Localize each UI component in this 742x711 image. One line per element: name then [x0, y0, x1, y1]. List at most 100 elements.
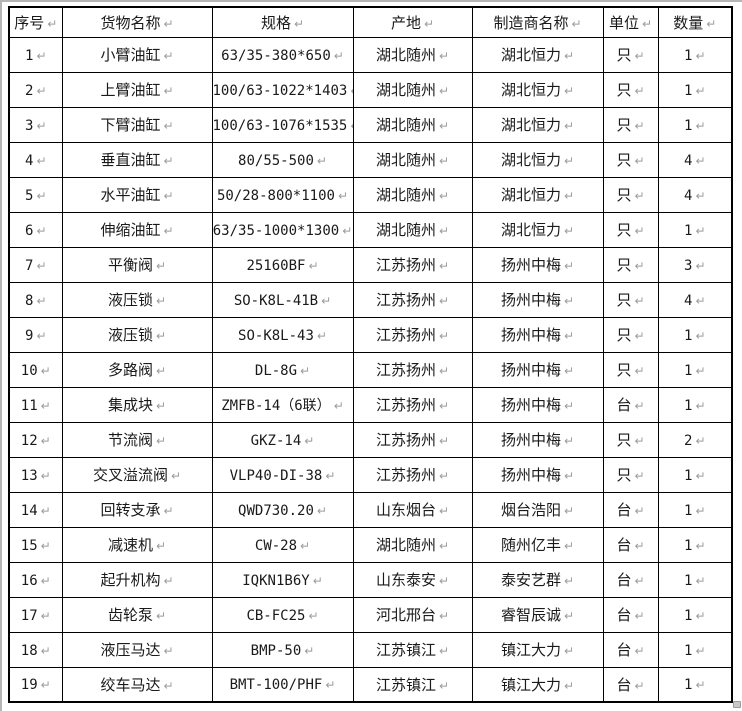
cell-qty[interactable]: 1 ↵: [657, 71, 733, 108]
cell-maker[interactable]: 扬州中梅 ↵: [471, 456, 604, 493]
cell-qty[interactable]: 1 ↵: [657, 211, 733, 248]
cell-unit[interactable]: 只 ↵: [602, 106, 659, 143]
cell-unit[interactable]: 只 ↵: [602, 421, 659, 458]
cell-unit[interactable]: 台 ↵: [602, 666, 659, 703]
cell-name[interactable]: 液压锁 ↵: [61, 316, 213, 353]
cell-origin[interactable]: 湖北随州 ↵: [352, 36, 473, 73]
cell-maker[interactable]: 湖北恒力 ↵: [471, 106, 604, 143]
cell-unit[interactable]: 只 ↵: [602, 456, 659, 493]
cell-qty[interactable]: 1 ↵: [657, 491, 733, 528]
cell-qty[interactable]: 4 ↵: [657, 176, 733, 213]
cell-name[interactable]: 水平油缸 ↵: [61, 176, 213, 213]
header-cell-unit[interactable]: 单位 ↵: [602, 6, 659, 38]
cell-no[interactable]: 10 ↵: [8, 351, 63, 388]
cell-no[interactable]: 8 ↵: [8, 281, 63, 318]
cell-name[interactable]: 多路阀 ↵: [61, 351, 213, 388]
cell-maker[interactable]: 湖北恒力 ↵: [471, 176, 604, 213]
cell-maker[interactable]: 扬州中梅 ↵: [471, 246, 604, 283]
cell-origin[interactable]: 湖北随州 ↵: [352, 106, 473, 143]
cell-maker[interactable]: 睿智辰诚 ↵: [471, 596, 604, 633]
cell-qty[interactable]: 4 ↵: [657, 141, 733, 178]
cell-origin[interactable]: 江苏扬州 ↵: [352, 421, 473, 458]
cell-qty[interactable]: 1 ↵: [657, 316, 733, 353]
cell-spec[interactable]: IQKN1B6Y ↵: [211, 561, 354, 598]
header-cell-no[interactable]: 序号 ↵: [8, 6, 63, 38]
cell-unit[interactable]: 只 ↵: [602, 36, 659, 73]
cell-name[interactable]: 下臂油缸 ↵: [61, 106, 213, 143]
cell-no[interactable]: 5 ↵: [8, 176, 63, 213]
cell-name[interactable]: 上臂油缸 ↵: [61, 71, 213, 108]
cell-no[interactable]: 3 ↵: [8, 106, 63, 143]
cell-origin[interactable]: 江苏扬州 ↵: [352, 246, 473, 283]
cell-origin[interactable]: 河北邢台 ↵: [352, 596, 473, 633]
cell-spec[interactable]: VLP40-DI-38 ↵: [211, 456, 354, 493]
cell-no[interactable]: 15 ↵: [8, 526, 63, 563]
cell-origin[interactable]: 湖北随州 ↵: [352, 141, 473, 178]
cell-spec[interactable]: CW-28 ↵: [211, 526, 354, 563]
cell-unit[interactable]: 只 ↵: [602, 71, 659, 108]
cell-spec[interactable]: 63/35-380*650 ↵: [211, 36, 354, 73]
cell-no[interactable]: 6 ↵: [8, 211, 63, 248]
cell-unit[interactable]: 只 ↵: [602, 316, 659, 353]
cell-maker[interactable]: 镇江大力 ↵: [471, 666, 604, 703]
cell-unit[interactable]: 只 ↵: [602, 211, 659, 248]
cell-no[interactable]: 11 ↵: [8, 386, 63, 423]
cell-qty[interactable]: 4 ↵: [657, 281, 733, 318]
cell-qty[interactable]: 1 ↵: [657, 386, 733, 423]
cell-spec[interactable]: 25160BF ↵: [211, 246, 354, 283]
cell-qty[interactable]: 1 ↵: [657, 106, 733, 143]
cell-origin[interactable]: 湖北随州 ↵: [352, 176, 473, 213]
cell-spec[interactable]: BMP-50 ↵: [211, 631, 354, 668]
cell-unit[interactable]: 只 ↵: [602, 281, 659, 318]
cell-qty[interactable]: 1 ↵: [657, 561, 733, 598]
cell-unit[interactable]: 只 ↵: [602, 176, 659, 213]
header-cell-name[interactable]: 货物名称 ↵: [61, 6, 213, 38]
cell-name[interactable]: 回转支承 ↵: [61, 491, 213, 528]
cell-origin[interactable]: 江苏镇江 ↵: [352, 631, 473, 668]
cell-no[interactable]: 4 ↵: [8, 141, 63, 178]
header-cell-spec[interactable]: 规格 ↵: [211, 6, 354, 38]
cell-origin[interactable]: 江苏扬州 ↵: [352, 316, 473, 353]
cell-unit[interactable]: 只 ↵: [602, 351, 659, 388]
cell-spec[interactable]: 100/63-1076*1535↵: [211, 106, 354, 143]
cell-maker[interactable]: 镇江大力 ↵: [471, 631, 604, 668]
cell-name[interactable]: 起升机构 ↵: [61, 561, 213, 598]
cell-maker[interactable]: 扬州中梅 ↵: [471, 421, 604, 458]
cell-qty[interactable]: 1 ↵: [657, 351, 733, 388]
cell-name[interactable]: 小臂油缸 ↵: [61, 36, 213, 73]
cell-origin[interactable]: 江苏扬州 ↵: [352, 281, 473, 318]
cell-no[interactable]: 2 ↵: [8, 71, 63, 108]
cell-spec[interactable]: 50/28-800*1100 ↵: [211, 176, 354, 213]
cell-no[interactable]: 18 ↵: [8, 631, 63, 668]
cell-spec[interactable]: SO-K8L-41B ↵: [211, 281, 354, 318]
cell-maker[interactable]: 随州亿丰 ↵: [471, 526, 604, 563]
cell-no[interactable]: 14 ↵: [8, 491, 63, 528]
cell-spec[interactable]: 63/35-1000*1300 ↵: [211, 211, 354, 248]
cell-unit[interactable]: 台 ↵: [602, 631, 659, 668]
cell-name[interactable]: 垂直油缸 ↵: [61, 141, 213, 178]
cell-unit[interactable]: 只 ↵: [602, 246, 659, 283]
cell-maker[interactable]: 湖北恒力 ↵: [471, 211, 604, 248]
cell-name[interactable]: 齿轮泵 ↵: [61, 596, 213, 633]
cell-no[interactable]: 13 ↵: [8, 456, 63, 493]
cell-name[interactable]: 交叉溢流阀 ↵: [61, 456, 213, 493]
cell-unit[interactable]: 只 ↵: [602, 141, 659, 178]
cell-qty[interactable]: 1 ↵: [657, 36, 733, 73]
cell-qty[interactable]: 1 ↵: [657, 631, 733, 668]
cell-no[interactable]: 12 ↵: [8, 421, 63, 458]
cell-origin[interactable]: 山东泰安 ↵: [352, 561, 473, 598]
cell-spec[interactable]: DL-8G ↵: [211, 351, 354, 388]
cell-no[interactable]: 17 ↵: [8, 596, 63, 633]
cell-unit[interactable]: 台 ↵: [602, 596, 659, 633]
cell-name[interactable]: 伸缩油缸 ↵: [61, 211, 213, 248]
cell-origin[interactable]: 江苏扬州 ↵: [352, 456, 473, 493]
cell-spec[interactable]: 80/55-500 ↵: [211, 141, 354, 178]
cell-name[interactable]: 减速机 ↵: [61, 526, 213, 563]
cell-name[interactable]: 节流阀 ↵: [61, 421, 213, 458]
cell-unit[interactable]: 台 ↵: [602, 526, 659, 563]
cell-no[interactable]: 7 ↵: [8, 246, 63, 283]
cell-name[interactable]: 平衡阀 ↵: [61, 246, 213, 283]
cell-maker[interactable]: 扬州中梅 ↵: [471, 351, 604, 388]
cell-qty[interactable]: 1 ↵: [657, 456, 733, 493]
cell-spec[interactable]: CB-FC25 ↵: [211, 596, 354, 633]
